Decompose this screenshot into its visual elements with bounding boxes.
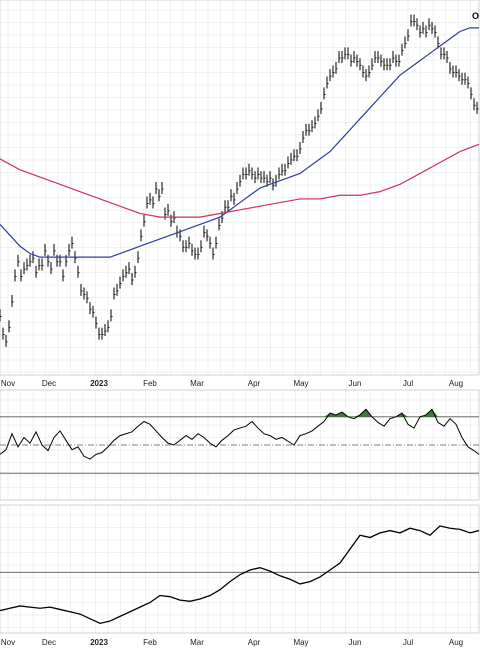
moving-average-short-line bbox=[0, 27, 479, 258]
relative-panel-border bbox=[0, 504, 480, 634]
x-tick-label-mar: Mar bbox=[190, 379, 204, 388]
x-tick-label-mar: Mar bbox=[190, 638, 204, 647]
oscillator-series-group bbox=[0, 408, 480, 474]
relative-panel: Nov Dec 2023 Feb Mar Apr May Jun Jul Aug bbox=[0, 504, 480, 647]
x-tick-label-dec: Dec bbox=[42, 638, 56, 647]
relative-gridlines bbox=[0, 505, 479, 633]
relative-series-group bbox=[0, 525, 480, 625]
ohlc-bars bbox=[0, 14, 479, 347]
x-tick-label-apr: Apr bbox=[248, 638, 261, 647]
x-tick-label-2023: 2023 bbox=[90, 379, 108, 388]
price-panel-border bbox=[0, 0, 480, 376]
x-tick-label-2023: 2023 bbox=[90, 638, 108, 647]
oscillator-panel bbox=[0, 389, 480, 501]
price-series-group bbox=[0, 14, 480, 347]
x-tick-label-jul: Jul bbox=[403, 379, 413, 388]
x-tick-label-feb: Feb bbox=[143, 379, 157, 388]
moving-average-long-line bbox=[0, 143, 480, 218]
x-tick-label-jun: Jun bbox=[349, 379, 362, 388]
price-gridlines bbox=[0, 0, 479, 375]
oscillator-line bbox=[0, 408, 480, 460]
x-tick-label-dec: Dec bbox=[42, 379, 56, 388]
x-tick-label-aug: Aug bbox=[449, 638, 463, 647]
corner-label: O bbox=[472, 11, 479, 21]
x-tick-label-nov: Nov bbox=[1, 638, 15, 647]
price-panel: Nov Dec 2023 Feb Mar Apr May Jun Jul Aug bbox=[0, 0, 480, 388]
x-tick-label-jul: Jul bbox=[403, 638, 413, 647]
x-tick-label-may: May bbox=[293, 638, 308, 647]
x-tick-label-apr: Apr bbox=[248, 379, 261, 388]
x-tick-label-aug: Aug bbox=[449, 379, 463, 388]
relative-strength-line bbox=[0, 525, 480, 625]
oscillator-fill-segment bbox=[432, 409, 438, 417]
relative-x-axis: Nov Dec 2023 Feb Mar Apr May Jun Jul Aug bbox=[1, 638, 463, 647]
x-tick-label-nov: Nov bbox=[1, 379, 15, 388]
x-tick-label-jun: Jun bbox=[349, 638, 362, 647]
price-x-axis: Nov Dec 2023 Feb Mar Apr May Jun Jul Aug bbox=[1, 379, 463, 388]
x-tick-label-may: May bbox=[293, 379, 308, 388]
x-tick-label-feb: Feb bbox=[143, 638, 157, 647]
